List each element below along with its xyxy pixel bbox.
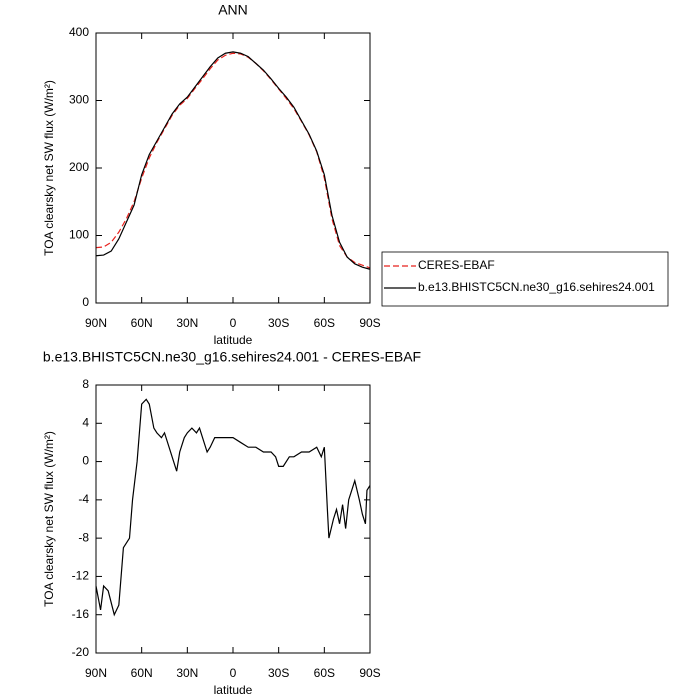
y-tick-label: 0 [82,454,89,468]
legend-label: CERES-EBAF [418,258,495,272]
y-axis-label: TOA clearsky net SW flux (W/m²) [42,80,56,256]
y-tick-label: 300 [69,93,89,107]
y-tick-label: -20 [72,645,90,659]
x-tick-label: 90N [85,666,107,680]
y-tick-label: -8 [78,530,89,544]
y-tick-label: 8 [82,377,89,391]
x-tick-label: 30S [268,666,289,680]
chart-title: ANN [218,2,248,18]
y-tick-label: -12 [72,569,90,583]
series-line [95,398,371,617]
x-tick-label: 90N [85,316,107,330]
x-axis-label: latitude [214,333,253,347]
series-line [95,52,371,269]
x-tick-label: 60S [314,316,335,330]
x-tick-label: 0 [230,316,237,330]
y-tick-label: -4 [78,492,89,506]
y-tick-label: 400 [69,25,89,39]
y-tick-label: -16 [72,607,90,621]
plot-frame [95,32,371,304]
chart-title: b.e13.BHISTC5CN.ne30_g16.sehires24.001 -… [43,349,421,365]
x-tick-label: 30N [176,666,198,680]
x-axis-label: latitude [214,683,253,697]
x-tick-label: 30S [268,316,289,330]
y-tick-label: 0 [82,295,89,309]
x-tick-label: 90S [359,666,380,680]
x-tick-label: 30N [176,316,198,330]
legend-label: b.e13.BHISTC5CN.ne30_g16.sehires24.001 [418,280,655,294]
x-tick-label: 60N [131,666,153,680]
legend-box [381,251,669,307]
x-tick-label: 60N [131,316,153,330]
plot-frame [95,384,371,654]
y-axis-label: TOA clearsky net SW flux (W/m²) [42,431,56,607]
x-tick-label: 0 [230,666,237,680]
y-tick-label: 100 [69,228,89,242]
y-tick-label: 200 [69,160,89,174]
x-tick-label: 90S [359,316,380,330]
x-tick-label: 60S [314,666,335,680]
series-line [95,51,371,270]
y-tick-label: 4 [82,415,89,429]
